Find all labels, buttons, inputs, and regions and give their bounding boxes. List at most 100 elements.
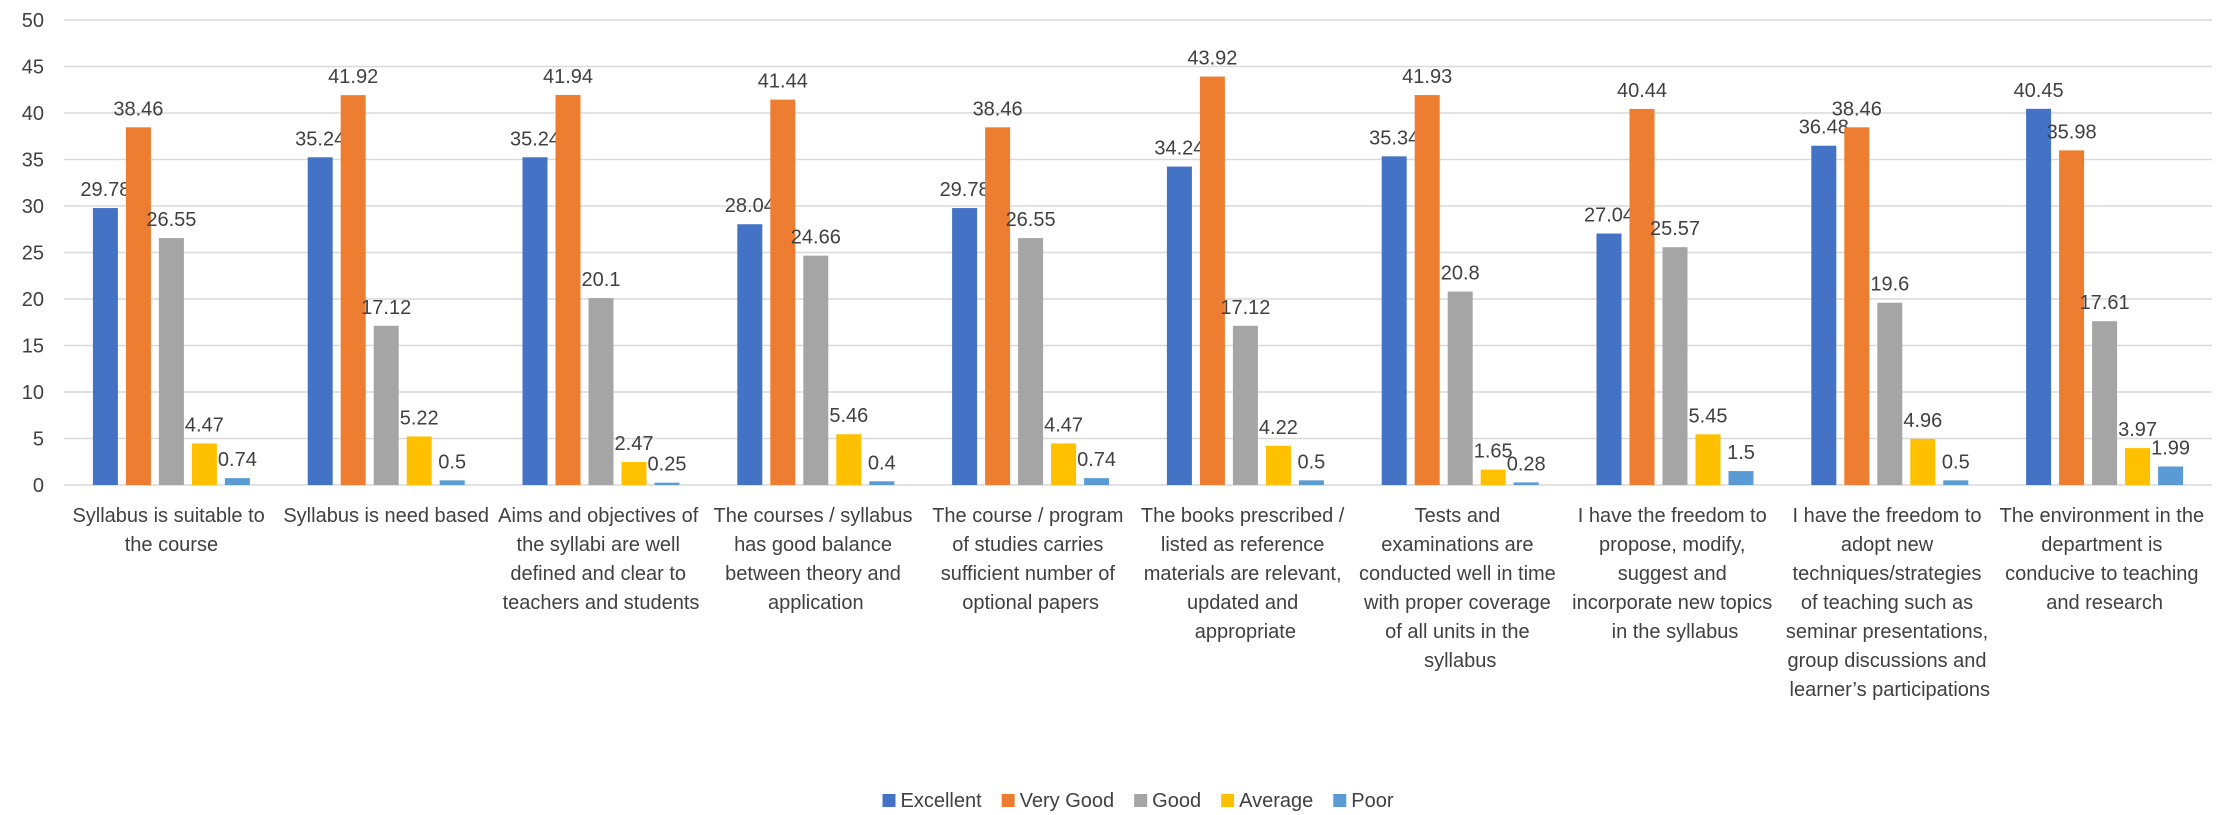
bar — [1265, 445, 1291, 485]
x-tick-label: Aims and objectives of the syllabi are w… — [498, 505, 704, 614]
bar — [373, 325, 399, 485]
x-tick-label-line: conducted well in time — [1359, 563, 1561, 585]
bar — [869, 481, 895, 485]
bar — [439, 480, 465, 485]
data-label: 35.34 — [1369, 127, 1419, 149]
bar — [406, 436, 432, 485]
x-tick-label-line: adopt new — [1841, 534, 1939, 556]
x-tick-label-line: The course / program — [932, 505, 1129, 527]
x-tick-label-line: with proper coverage — [1363, 592, 1556, 614]
x-tick-label-line: seminar presentations, — [1786, 621, 1994, 643]
data-label: 20.8 — [1441, 263, 1480, 285]
data-label: 0.74 — [1077, 449, 1116, 471]
data-label: 41.44 — [758, 71, 808, 93]
x-tick-label-line: techniques/strategies — [1793, 563, 1988, 585]
bar — [1084, 478, 1110, 485]
x-tick-label: I have the freedom to adopt new techniqu… — [1786, 505, 1994, 701]
y-tick-label: 50 — [22, 10, 44, 32]
data-label: 38.46 — [1832, 98, 1882, 120]
bar — [654, 482, 680, 485]
data-label: 36.48 — [1799, 117, 1849, 139]
x-tick-label-line: learner’s participations — [1790, 679, 1990, 701]
data-label: 26.55 — [146, 209, 196, 231]
data-label: 29.78 — [940, 179, 990, 201]
legend-label: Very Good — [1020, 790, 1115, 812]
x-tick-label-line: listed as reference — [1161, 534, 1330, 556]
data-label: 1.65 — [1474, 441, 1513, 463]
bar — [2125, 448, 2151, 485]
legend-swatch — [1134, 794, 1148, 807]
data-label: 2.47 — [615, 433, 654, 455]
x-tick-label-line: conducive to teaching — [2005, 563, 2204, 585]
legend-label: Poor — [1351, 790, 1394, 812]
data-label: 20.1 — [582, 269, 621, 291]
bar — [158, 238, 184, 485]
x-tick-label-line: of all units in the — [1385, 621, 1535, 643]
x-tick-label-line: sufficient number of — [941, 563, 1121, 585]
x-tick-label-line: suggest and — [1618, 563, 1733, 585]
bar — [1596, 233, 1622, 485]
data-label: 5.45 — [1689, 405, 1728, 427]
data-label: 5.22 — [400, 407, 439, 429]
bar — [1943, 480, 1969, 485]
data-label: 3.97 — [2118, 419, 2157, 441]
bar — [340, 95, 366, 486]
data-label: 41.94 — [543, 66, 593, 88]
x-tick-label-line: Tests and — [1415, 505, 1506, 527]
bar — [1513, 482, 1539, 485]
legend-label: Excellent — [901, 790, 983, 812]
y-tick-label: 10 — [22, 382, 44, 404]
bar — [125, 127, 151, 486]
data-label: 38.46 — [113, 98, 163, 120]
bar — [2026, 108, 2052, 485]
legend-label: Good — [1152, 790, 1201, 812]
y-tick-label: 15 — [22, 336, 44, 358]
x-tick-label-line: The books prescribed / — [1141, 505, 1350, 527]
x-tick-label: Tests and examinations are conducted wel… — [1359, 505, 1561, 672]
data-label: 35.98 — [2047, 121, 2097, 143]
bar — [1051, 443, 1077, 485]
y-tick-label: 40 — [22, 103, 44, 125]
x-tick-label-line: between theory and — [725, 563, 906, 585]
legend: Excellent Very Good Good Average Poor — [882, 790, 1394, 812]
data-label: 19.6 — [1870, 274, 1909, 296]
data-label: 0.74 — [218, 449, 257, 471]
data-label: 4.96 — [1903, 410, 1942, 432]
bar — [307, 157, 333, 485]
bar — [952, 208, 978, 485]
x-tick-label-line: Syllabus is need based — [283, 505, 489, 527]
bar — [836, 434, 862, 485]
data-label: 0.4 — [868, 452, 896, 474]
x-tick-label-line: syllabus — [1424, 650, 1496, 672]
data-label: 1.5 — [1727, 442, 1755, 464]
bar — [1811, 145, 1837, 485]
bar — [1414, 95, 1440, 486]
data-label: 5.46 — [829, 405, 868, 427]
bar — [2092, 321, 2118, 485]
x-tick-label: The books prescribed / listed as referen… — [1141, 505, 1350, 643]
data-label: 40.44 — [1617, 80, 1667, 102]
x-tick-label-line: the syllabi are well — [517, 534, 686, 556]
x-tick-label: The environment in the department is con… — [2000, 505, 2210, 614]
bar — [224, 478, 250, 485]
x-tick-label: Syllabus is suitable to the course — [72, 505, 270, 556]
y-tick-label: 30 — [22, 196, 44, 218]
x-tick-label-line: The environment in the — [2000, 505, 2210, 527]
x-tick-label-line: I have the freedom to — [1578, 505, 1773, 527]
data-label: 40.45 — [2014, 80, 2064, 102]
y-tick-label: 20 — [22, 289, 44, 311]
bar — [1695, 434, 1721, 485]
x-tick-label: The course / program of studies carries … — [932, 505, 1129, 614]
data-label: 29.78 — [80, 179, 130, 201]
x-tick-label: I have the freedom to propose, modify, s… — [1572, 505, 1778, 643]
bar — [2059, 150, 2085, 486]
data-label: 0.5 — [438, 451, 466, 473]
data-label: 4.47 — [185, 414, 224, 436]
bar — [1199, 76, 1225, 485]
y-tick-label: 35 — [22, 150, 44, 172]
bar — [191, 443, 217, 485]
legend-swatch — [1333, 794, 1347, 807]
x-tick-label-line: has good balance — [734, 534, 897, 556]
data-label: 34.24 — [1154, 138, 1204, 160]
y-tick-label: 45 — [22, 57, 44, 79]
